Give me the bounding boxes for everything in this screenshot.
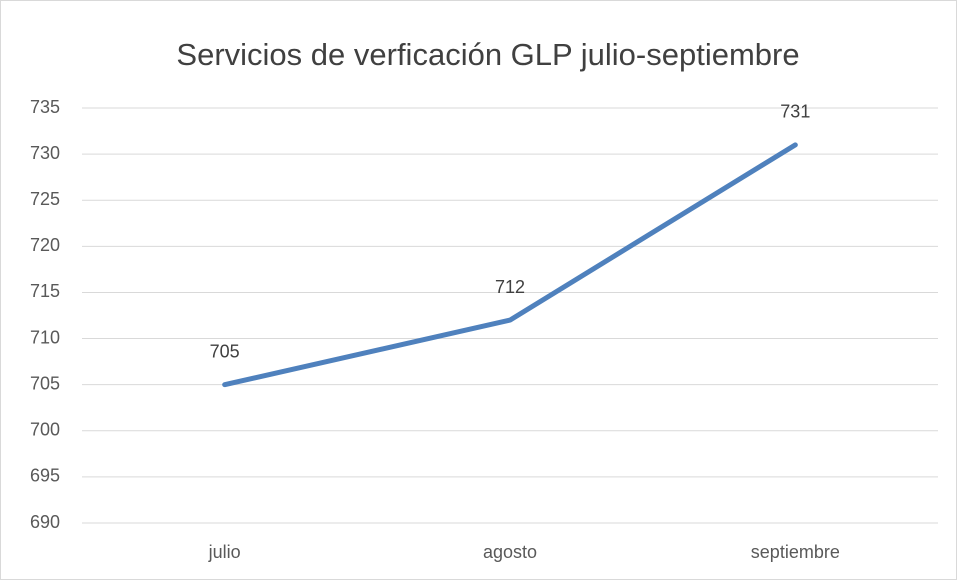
y-tick-label: 690 xyxy=(30,512,60,532)
data-label: 731 xyxy=(780,102,810,122)
line xyxy=(222,142,798,388)
y-tick-label: 705 xyxy=(30,373,60,393)
y-tick-label: 695 xyxy=(30,466,60,486)
data-label: 712 xyxy=(495,277,525,297)
x-tick-label: agosto xyxy=(483,542,537,562)
chart-title: Servicios de verficación GLP julio-septi… xyxy=(176,37,799,72)
y-tick-label: 720 xyxy=(30,235,60,255)
x-tick-label: julio xyxy=(208,542,241,562)
data-label: 705 xyxy=(210,341,240,361)
x-tick-label: septiembre xyxy=(751,542,840,562)
y-tick-label: 730 xyxy=(30,143,60,163)
y-tick-label: 715 xyxy=(30,281,60,301)
y-tick-label: 735 xyxy=(30,97,60,117)
y-tick-label: 725 xyxy=(30,189,60,209)
y-tick-label: 710 xyxy=(30,327,60,347)
y-tick-label: 700 xyxy=(30,420,60,440)
